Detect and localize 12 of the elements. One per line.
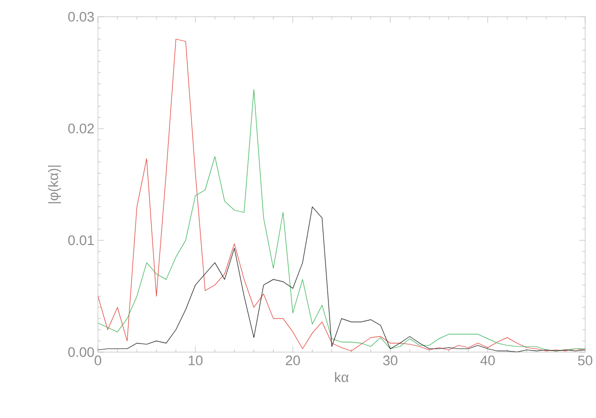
x-tick-label: 50 <box>578 355 592 366</box>
y-tick-label: 0.00 <box>68 347 94 357</box>
x-axis-title: kα <box>335 372 349 382</box>
x-tick-label: 40 <box>480 355 495 366</box>
y-tick-label: 0.02 <box>68 124 94 134</box>
x-tick-label: 30 <box>383 355 398 366</box>
y-axis-title: |φ(kα)| <box>48 166 61 204</box>
x-tick-label: 0 <box>94 355 102 366</box>
x-tick-label: 20 <box>286 355 300 366</box>
y-tick-label: 0.03 <box>68 12 94 22</box>
x-tick-label: 10 <box>188 355 203 366</box>
y-tick-label: 0.01 <box>68 235 94 246</box>
